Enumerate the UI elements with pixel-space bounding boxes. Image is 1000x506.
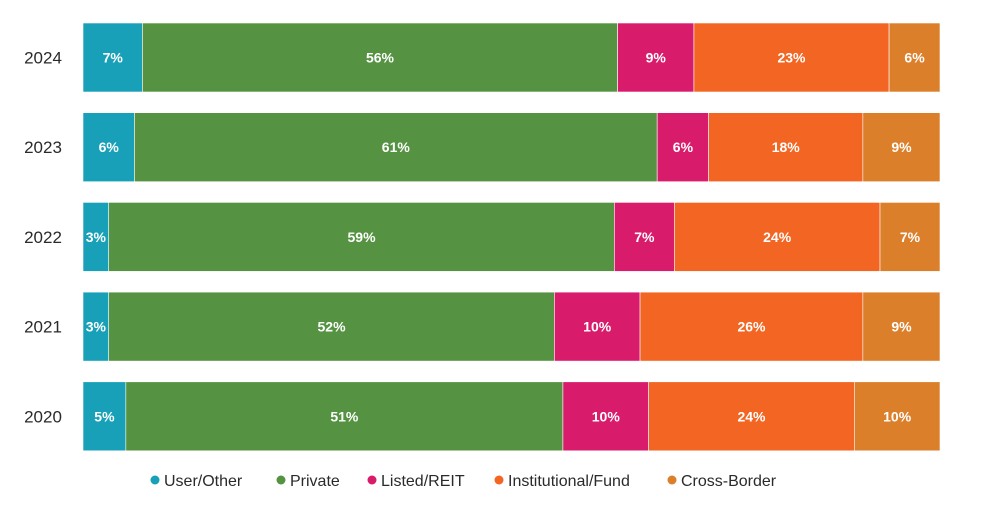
bar-segment: [614, 202, 675, 272]
legend-label: Private: [290, 473, 340, 490]
bar-segment: [693, 22, 890, 93]
bar-segment: [617, 22, 695, 93]
bar-segment: [554, 291, 641, 362]
data-label: 24%: [737, 408, 766, 424]
data-label: 10%: [583, 319, 612, 335]
data-label: 6%: [99, 139, 120, 155]
bar-segment: [108, 202, 615, 272]
data-label: 18%: [772, 139, 801, 155]
legend-item: Cross-Border: [667, 473, 777, 490]
bar-segment: [862, 291, 941, 362]
legend-item: Institutional/Fund: [494, 473, 630, 490]
data-label: 3%: [86, 229, 107, 245]
legend-marker: [276, 475, 286, 485]
bar-group-2023: 2023 6% 61% 6% 18% 9%: [24, 112, 941, 182]
legend-marker: [667, 475, 677, 485]
y-tick-label: 2023: [24, 138, 62, 157]
legend-label: Institutional/Fund: [508, 473, 630, 490]
bar-group-2020: 2020 5% 51% 10% 24% 10%: [24, 381, 941, 452]
legend-label: Listed/REIT: [381, 473, 465, 490]
data-label: 61%: [382, 139, 411, 155]
data-label: 9%: [891, 319, 912, 335]
bar-group-2022: 2022 3% 59% 7% 24% 7%: [24, 202, 941, 272]
data-label: 7%: [634, 229, 655, 245]
data-label: 9%: [646, 50, 667, 66]
y-tick-label: 2022: [24, 228, 62, 247]
legend-marker: [494, 475, 504, 485]
legend-label: User/Other: [164, 473, 243, 490]
data-label: 9%: [891, 139, 912, 155]
bar-segment: [708, 112, 864, 182]
y-tick-label: 2024: [24, 49, 62, 68]
y-tick-label: 2021: [24, 318, 62, 337]
bar-segment: [82, 381, 127, 452]
bar-segment: [134, 112, 658, 182]
legend-item: Private: [276, 473, 340, 490]
data-label: 24%: [763, 229, 792, 245]
bar-segment: [656, 112, 709, 182]
data-label: 6%: [904, 50, 925, 66]
bar-segment: [82, 22, 143, 93]
legend: User/Other Private Listed/REIT Institutiona…: [150, 473, 777, 490]
bar-group-2024: 2024 7% 56% 9% 23% 6%: [24, 22, 941, 93]
bar-segment: [108, 291, 555, 362]
data-label: 26%: [737, 319, 766, 335]
bar-segment: [82, 291, 110, 362]
data-label: 56%: [366, 50, 395, 66]
data-label: 59%: [348, 229, 377, 245]
bar-segment: [82, 112, 135, 182]
legend-label: Cross-Border: [681, 473, 777, 490]
bar-segment: [674, 202, 881, 272]
data-label: 5%: [94, 408, 115, 424]
legend-marker: [367, 475, 377, 485]
y-tick-label: 2020: [24, 407, 62, 426]
data-label: 10%: [883, 408, 912, 424]
bar-segment: [142, 22, 618, 93]
bar-segment: [853, 381, 941, 452]
bar-group-2021: 2021 3% 52% 10% 26% 9%: [24, 291, 941, 362]
bar-segment: [562, 381, 649, 452]
data-label: 3%: [86, 319, 107, 335]
data-label: 51%: [330, 408, 359, 424]
bar-segment: [639, 291, 864, 362]
data-label: 7%: [103, 50, 124, 66]
bar-segment: [888, 22, 941, 93]
data-label: 52%: [318, 319, 347, 335]
bar-segment: [862, 112, 941, 182]
legend-marker: [150, 475, 160, 485]
data-label: 23%: [777, 50, 806, 66]
data-label: 6%: [673, 139, 694, 155]
bar-segment: [879, 202, 941, 272]
legend-item: User/Other: [150, 473, 243, 490]
data-label: 10%: [592, 408, 621, 424]
data-label: 7%: [900, 229, 921, 245]
legend-item: Listed/REIT: [367, 473, 465, 490]
bar-segment: [125, 381, 564, 452]
